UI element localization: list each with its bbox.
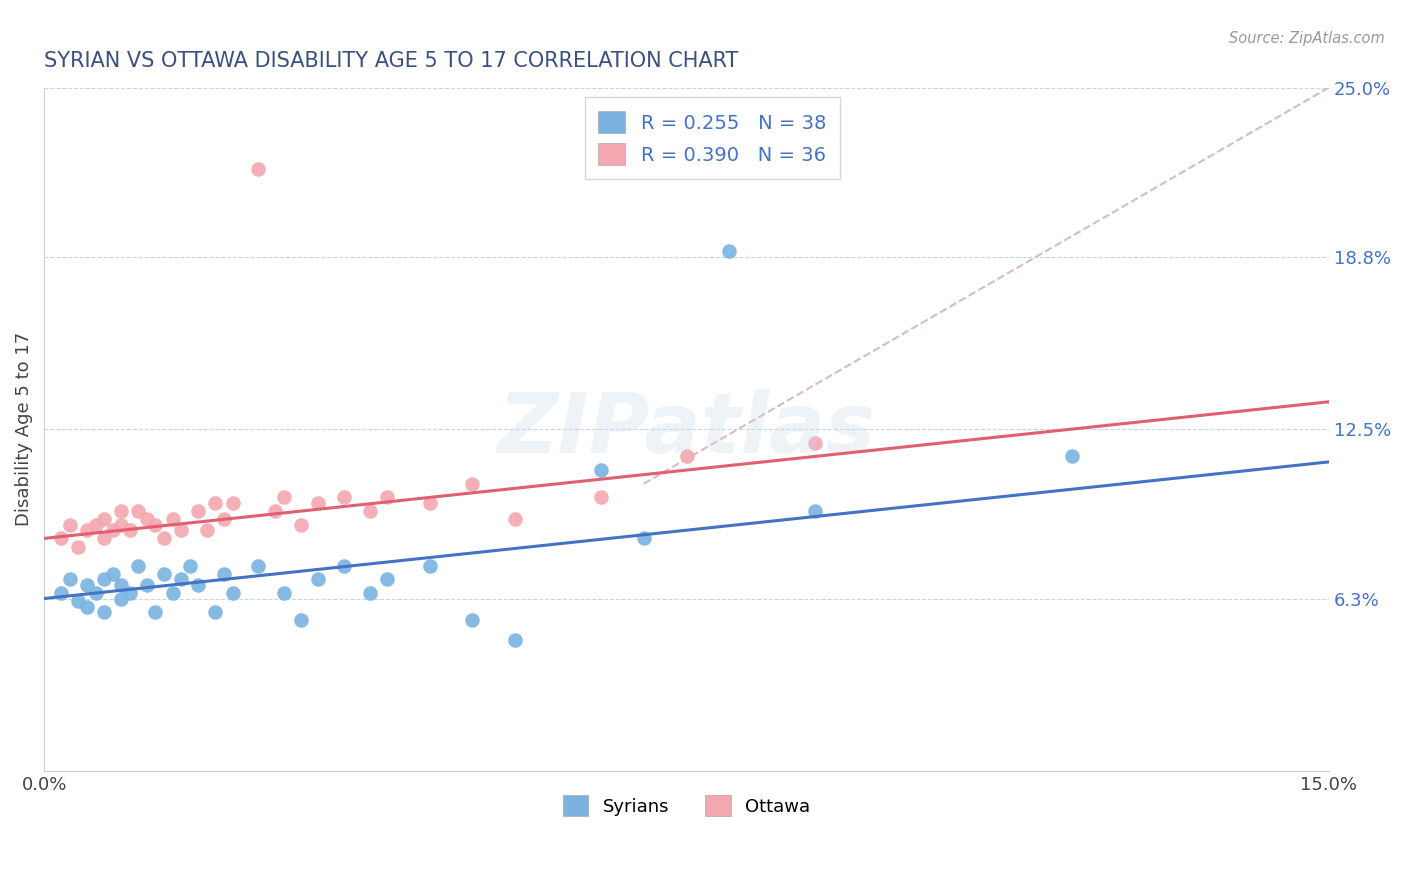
Point bbox=[461, 476, 484, 491]
Point bbox=[67, 540, 90, 554]
Point bbox=[93, 512, 115, 526]
Point bbox=[503, 512, 526, 526]
Point bbox=[307, 573, 329, 587]
Point bbox=[145, 605, 167, 619]
Text: ZIPatlas: ZIPatlas bbox=[498, 389, 876, 469]
Point bbox=[273, 491, 295, 505]
Point bbox=[419, 496, 441, 510]
Point bbox=[170, 523, 193, 537]
Point bbox=[110, 517, 132, 532]
Point bbox=[221, 496, 243, 510]
Point bbox=[76, 599, 98, 614]
Point bbox=[804, 504, 827, 518]
Point bbox=[187, 504, 209, 518]
Point bbox=[290, 517, 312, 532]
Point bbox=[101, 523, 124, 537]
Point bbox=[333, 491, 356, 505]
Point bbox=[273, 586, 295, 600]
Point bbox=[212, 512, 235, 526]
Point bbox=[375, 491, 398, 505]
Point bbox=[51, 532, 73, 546]
Point bbox=[461, 614, 484, 628]
Point bbox=[59, 517, 82, 532]
Point bbox=[76, 523, 98, 537]
Point bbox=[675, 450, 697, 464]
Point bbox=[359, 504, 381, 518]
Point bbox=[110, 591, 132, 606]
Point bbox=[195, 523, 218, 537]
Point bbox=[118, 523, 141, 537]
Point bbox=[51, 586, 73, 600]
Point bbox=[84, 517, 107, 532]
Point bbox=[135, 578, 157, 592]
Point bbox=[135, 512, 157, 526]
Point bbox=[718, 244, 741, 259]
Point bbox=[290, 614, 312, 628]
Point bbox=[333, 558, 356, 573]
Point bbox=[76, 578, 98, 592]
Point bbox=[589, 491, 612, 505]
Point bbox=[204, 605, 226, 619]
Point bbox=[221, 586, 243, 600]
Point bbox=[179, 558, 201, 573]
Point bbox=[1060, 450, 1083, 464]
Point bbox=[162, 586, 184, 600]
Point bbox=[84, 586, 107, 600]
Point bbox=[145, 517, 167, 532]
Point bbox=[67, 594, 90, 608]
Point bbox=[359, 586, 381, 600]
Point bbox=[589, 463, 612, 477]
Point bbox=[110, 578, 132, 592]
Point bbox=[110, 504, 132, 518]
Point bbox=[264, 504, 287, 518]
Point bbox=[153, 566, 176, 581]
Text: Source: ZipAtlas.com: Source: ZipAtlas.com bbox=[1229, 31, 1385, 46]
Point bbox=[204, 496, 226, 510]
Point bbox=[804, 435, 827, 450]
Point bbox=[170, 573, 193, 587]
Point bbox=[162, 512, 184, 526]
Point bbox=[118, 586, 141, 600]
Point bbox=[127, 504, 149, 518]
Point bbox=[247, 162, 270, 177]
Point bbox=[419, 558, 441, 573]
Point bbox=[93, 573, 115, 587]
Point bbox=[307, 496, 329, 510]
Text: SYRIAN VS OTTAWA DISABILITY AGE 5 TO 17 CORRELATION CHART: SYRIAN VS OTTAWA DISABILITY AGE 5 TO 17 … bbox=[44, 51, 738, 70]
Point bbox=[59, 573, 82, 587]
Point bbox=[247, 558, 270, 573]
Point bbox=[633, 532, 655, 546]
Point bbox=[503, 632, 526, 647]
Point bbox=[101, 566, 124, 581]
Y-axis label: Disability Age 5 to 17: Disability Age 5 to 17 bbox=[15, 332, 32, 526]
Point bbox=[212, 566, 235, 581]
Legend: Syrians, Ottawa: Syrians, Ottawa bbox=[555, 788, 817, 823]
Point bbox=[375, 573, 398, 587]
Point bbox=[153, 532, 176, 546]
Point bbox=[93, 605, 115, 619]
Point bbox=[187, 578, 209, 592]
Point bbox=[93, 532, 115, 546]
Point bbox=[127, 558, 149, 573]
